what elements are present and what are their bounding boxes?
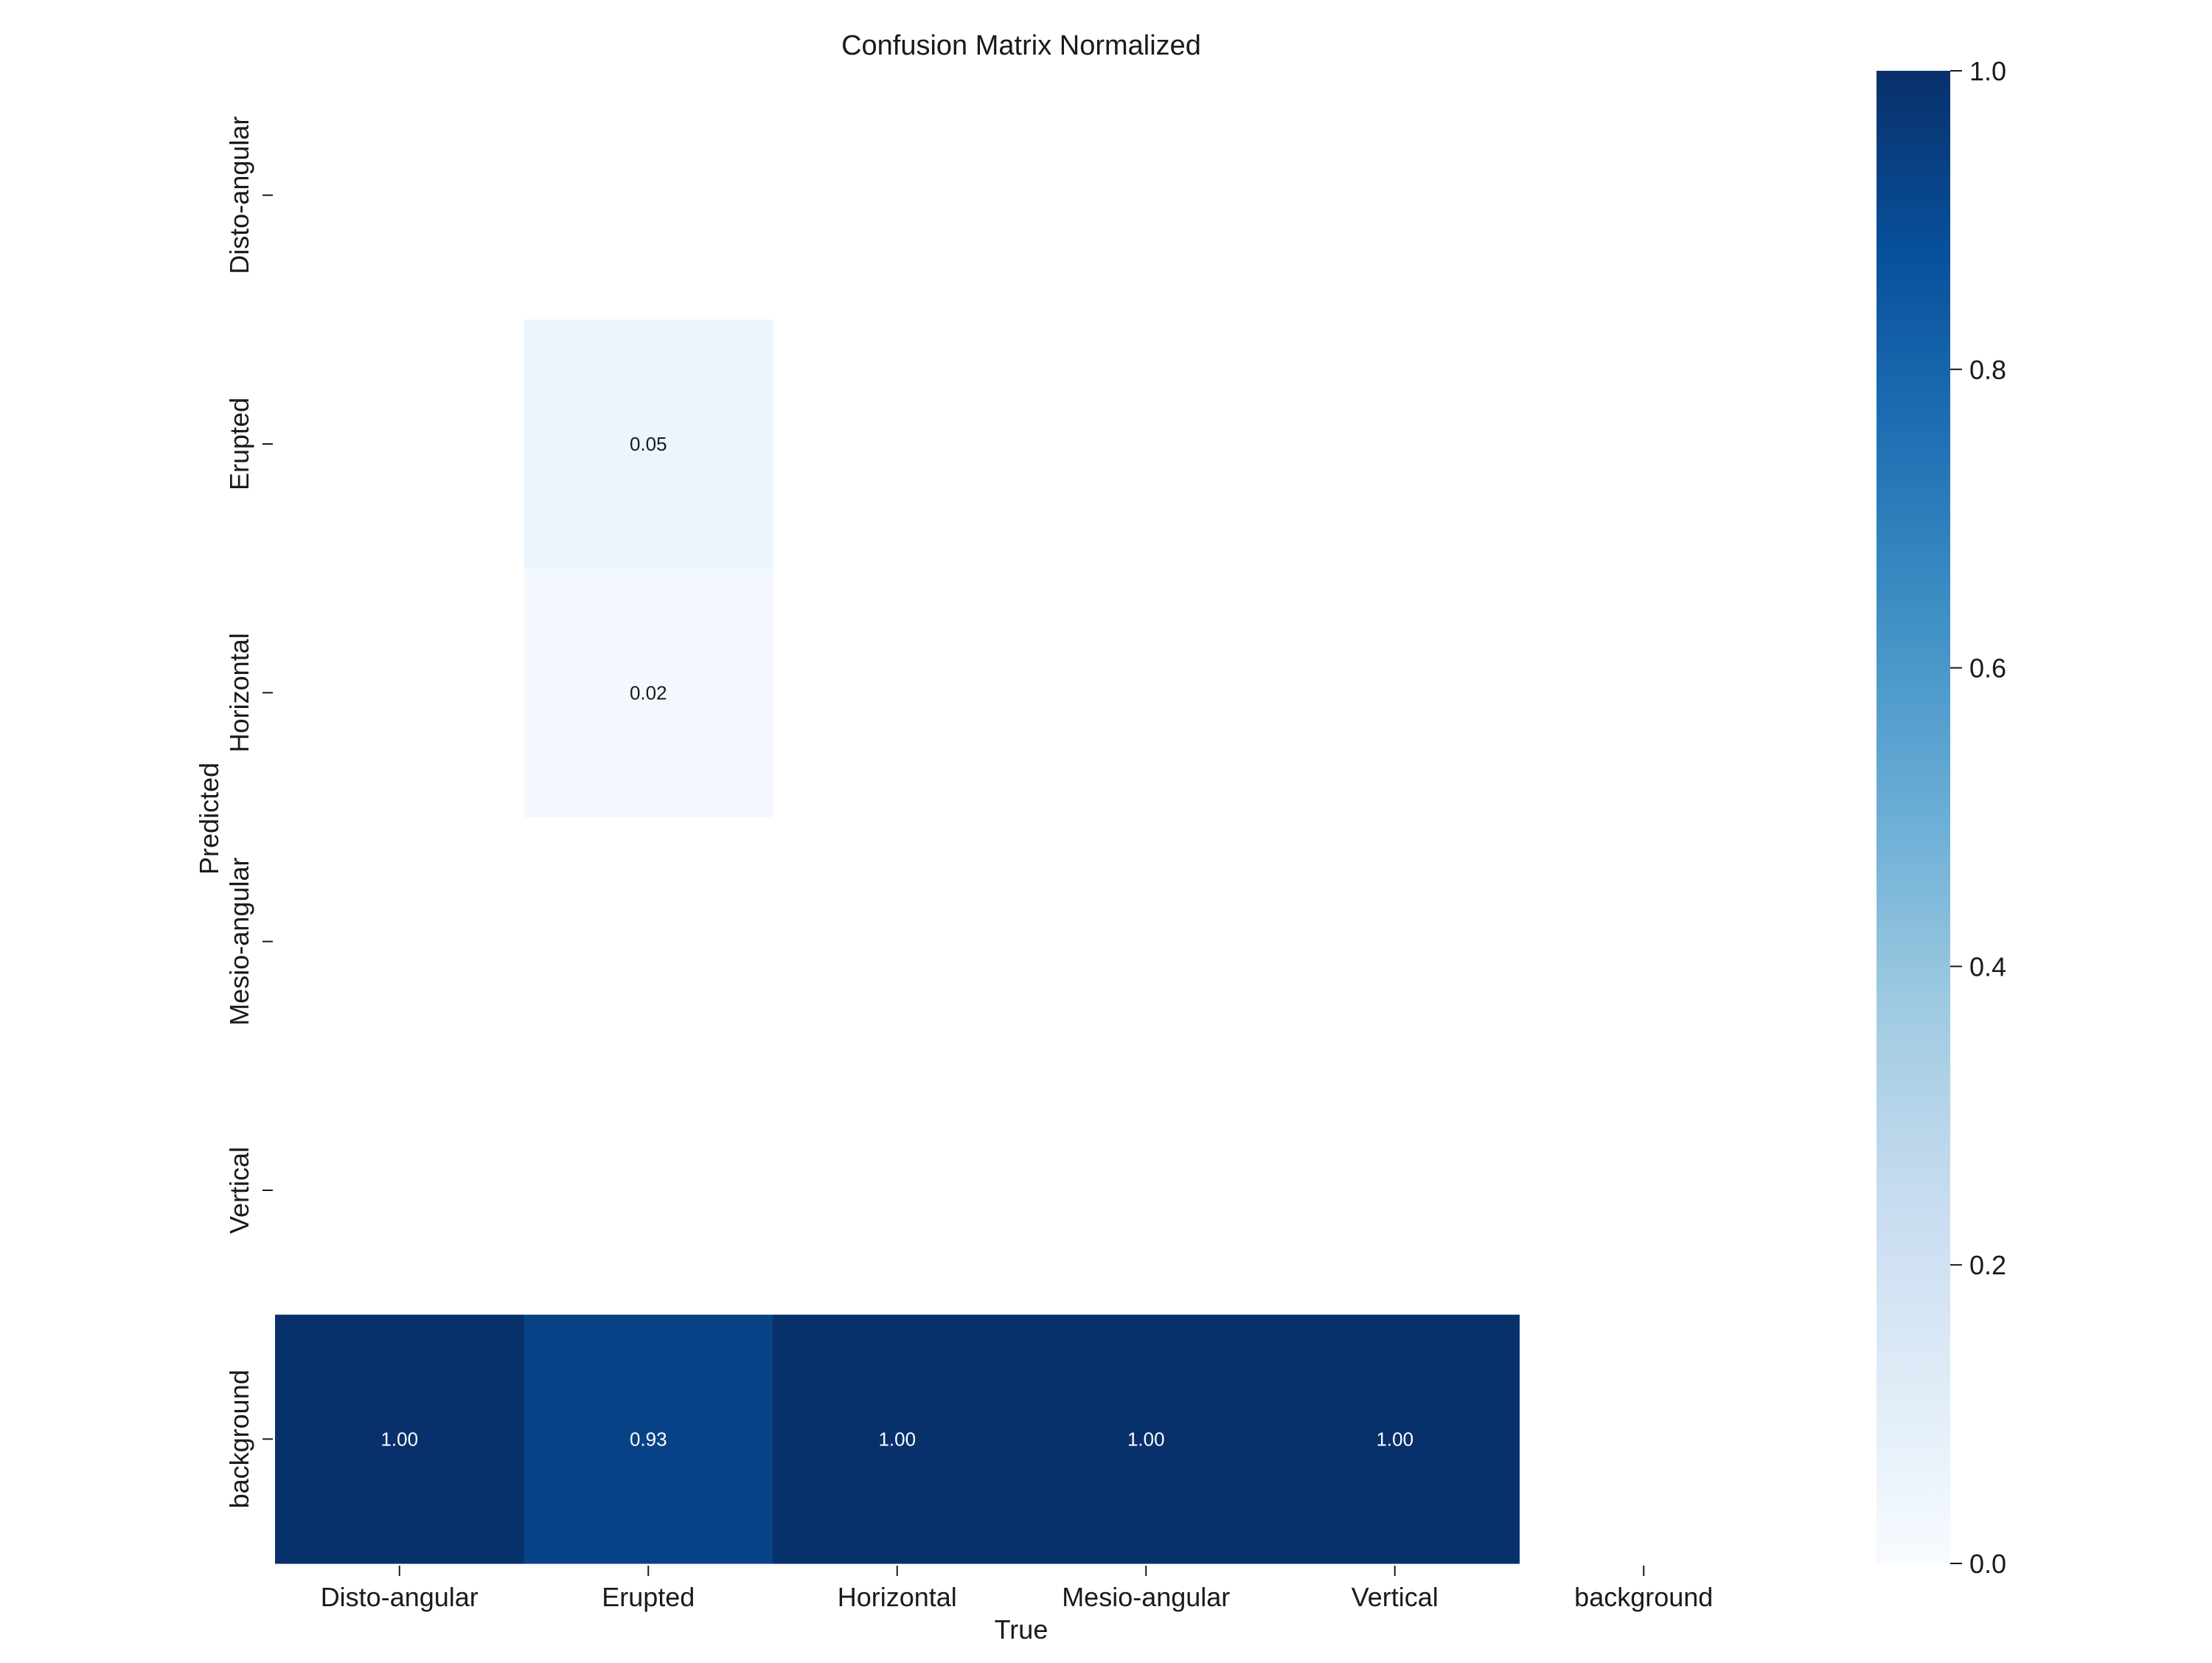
cell-value-label: 1.00 — [1376, 1428, 1413, 1450]
y-axis-label: Predicted — [194, 763, 224, 875]
heatmap-cell — [773, 1314, 1022, 1564]
cell-value-label: 0.93 — [630, 1428, 667, 1450]
x-axis-label: True — [995, 1614, 1048, 1645]
y-tick-label: Erupted — [224, 397, 254, 490]
y-tick-label: Mesio-angular — [224, 858, 254, 1026]
y-tick-label: Horizontal — [224, 633, 254, 752]
cell-value-label: 1.00 — [878, 1428, 916, 1450]
x-tick-label: Erupted — [602, 1582, 695, 1612]
x-axis-ticks: Disto-angular Erupted Horizontal Mesio-angu… — [321, 1566, 1713, 1612]
cell-value-label: 1.00 — [1127, 1428, 1165, 1450]
y-tick-label: background — [224, 1369, 254, 1508]
heatmap-cells — [275, 319, 1520, 1564]
x-tick-label: background — [1574, 1582, 1713, 1612]
colorbar — [1877, 71, 1950, 1563]
heatmap-cell — [1270, 1314, 1520, 1564]
x-tick-label: Horizontal — [838, 1582, 957, 1612]
colorbar-tick-label: 0.8 — [1969, 355, 2006, 385]
colorbar-tick-label: 0.6 — [1969, 653, 2006, 684]
heatmap-cell — [275, 1314, 524, 1564]
cell-value-label: 0.05 — [630, 433, 667, 455]
heatmap-cell — [524, 568, 773, 818]
x-tick-label: Mesio-angular — [1062, 1582, 1230, 1612]
cell-annotations: 0.05 0.02 1.00 0.93 1.00 1.00 1.00 — [380, 433, 1413, 1450]
chart-title: Confusion Matrix Normalized — [841, 30, 1201, 61]
y-axis-ticks: Disto-angular Erupted Horizontal Mesio-angu… — [224, 117, 273, 1508]
colorbar-tick-label: 0.0 — [1969, 1549, 2006, 1579]
cell-value-label: 0.02 — [630, 681, 667, 704]
heatmap-cell — [1021, 1314, 1271, 1564]
heatmap-cell — [524, 319, 773, 569]
cell-value-label: 1.00 — [380, 1428, 418, 1450]
colorbar-tick-label: 1.0 — [1969, 56, 2006, 86]
colorbar-ticks: 0.0 0.2 0.4 0.6 0.8 1.0 — [1950, 56, 2006, 1579]
x-tick-label: Vertical — [1352, 1582, 1439, 1612]
y-tick-label: Disto-angular — [224, 117, 254, 274]
colorbar-tick-label: 0.2 — [1969, 1250, 2006, 1280]
heatmap-cell — [524, 1314, 773, 1564]
y-tick-label: Vertical — [224, 1147, 254, 1234]
colorbar-tick-label: 0.4 — [1969, 951, 2006, 982]
x-tick-label: Disto-angular — [321, 1582, 479, 1612]
